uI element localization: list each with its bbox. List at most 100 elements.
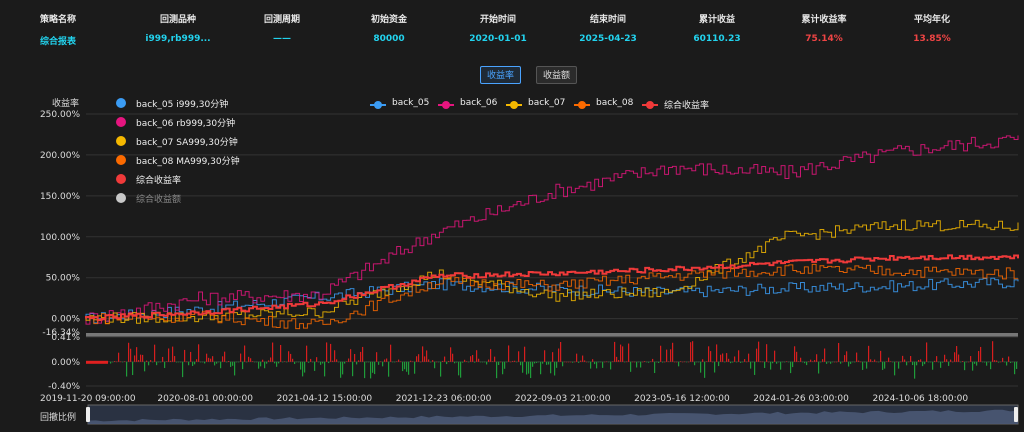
legend-item-0[interactable]: back_05 i999,30分钟 <box>116 96 336 110</box>
histogram-bar <box>806 361 808 366</box>
histogram-bar <box>742 361 744 363</box>
histogram-bar <box>850 361 852 364</box>
histogram-bar <box>594 361 596 365</box>
histogram-bar <box>140 354 142 362</box>
histogram-bar <box>870 359 872 362</box>
histogram-bar <box>684 361 686 363</box>
histogram-bar <box>288 351 290 362</box>
histogram-bar <box>332 360 334 362</box>
rate-tab-button[interactable]: 收益率 <box>480 66 522 84</box>
histogram-bar <box>960 361 962 363</box>
histogram-bar <box>686 361 688 363</box>
histogram-bar <box>466 361 468 362</box>
histogram-bar <box>474 361 476 363</box>
histogram-bar <box>544 350 546 362</box>
histogram-bar <box>404 361 406 370</box>
histogram-bar <box>844 355 846 362</box>
histogram-bar <box>1010 361 1012 363</box>
histogram-bar <box>320 361 322 365</box>
amount-tab-button[interactable]: 收益额 <box>536 66 578 84</box>
histogram-bar <box>434 361 436 369</box>
histogram-bar <box>652 358 654 362</box>
histogram-bar <box>660 345 662 362</box>
histogram-bar <box>400 361 402 363</box>
histogram-bar <box>886 361 888 363</box>
histogram-bar <box>914 361 916 379</box>
legend-label: back_05 <box>392 98 430 108</box>
histogram-bar <box>818 361 820 374</box>
histogram-bar <box>832 361 834 363</box>
histogram-bar <box>696 361 698 363</box>
histogram-bar <box>882 361 884 370</box>
histogram-bar <box>194 361 196 365</box>
histogram-bar <box>600 361 602 363</box>
histogram-bar <box>496 361 498 379</box>
histogram-bar <box>1008 356 1010 362</box>
histogram-bar <box>792 361 794 368</box>
stat-label: 回测品种 <box>159 15 196 25</box>
histogram-bar <box>274 361 276 364</box>
histogram-bar <box>562 361 564 367</box>
histogram-bar <box>840 361 842 364</box>
legend-dot-icon <box>116 174 126 184</box>
histogram-bar <box>290 353 292 362</box>
slider-right-handle[interactable] <box>1014 407 1018 422</box>
histogram-bar <box>768 361 770 363</box>
histogram-bar <box>484 361 486 363</box>
histogram-bar <box>952 361 954 363</box>
histogram-bar <box>746 361 748 363</box>
histogram-bar <box>460 361 462 378</box>
histogram-bar <box>370 361 372 379</box>
histogram-bar <box>760 361 762 363</box>
histogram-bar <box>350 349 352 362</box>
legend-item-4[interactable]: 综合收益率 <box>116 172 336 186</box>
histogram-bar <box>142 354 144 362</box>
histogram-bar <box>464 359 466 362</box>
histogram-bar <box>864 361 866 363</box>
histogram-bar <box>330 343 332 362</box>
histogram-bar <box>632 361 634 363</box>
histogram-bar <box>378 361 380 365</box>
histogram-bar <box>286 361 288 363</box>
histogram-bar <box>250 358 252 362</box>
histogram-bar <box>198 344 200 362</box>
histogram-bar <box>134 355 136 362</box>
histogram-bar <box>700 361 702 373</box>
histogram-bar <box>402 361 404 372</box>
histogram-bar <box>392 361 394 363</box>
histogram-bar <box>778 361 780 363</box>
histogram-bar <box>906 361 908 366</box>
legend-item-2[interactable]: back_07 SA999,30分钟 <box>116 134 336 148</box>
histogram-bar <box>364 361 366 379</box>
legend-item-5[interactable]: 综合收益额 <box>116 191 336 205</box>
legend-item-3[interactable]: back_08 MA999,30分钟 <box>116 153 336 167</box>
x-tick-label: 2023-05-16 12:00:00 <box>634 394 730 404</box>
histogram-bar <box>212 356 214 362</box>
histogram-bar <box>136 347 138 362</box>
legend-item-1[interactable]: back_06 rb999,30分钟 <box>116 115 336 129</box>
y-tick-label: 200.00% <box>40 151 80 161</box>
histogram-bar <box>784 361 786 363</box>
histogram-bar <box>734 356 736 362</box>
histogram-bar <box>418 354 420 362</box>
histogram-bar <box>880 350 882 362</box>
histogram-bar <box>992 341 994 362</box>
histogram-bar <box>540 361 542 375</box>
histogram-bar <box>110 361 112 364</box>
legend-label: back_07 <box>528 98 566 108</box>
slider-left-handle[interactable] <box>86 407 90 422</box>
histogram-bar <box>184 349 186 362</box>
histogram-bar <box>788 361 790 363</box>
histogram-bar <box>152 361 154 363</box>
histogram-bar <box>808 361 810 363</box>
histogram-bar <box>744 359 746 362</box>
histogram-bar <box>398 359 400 362</box>
legend-label: back_08 MA999,30分钟 <box>136 157 240 167</box>
histogram-bar <box>414 361 416 374</box>
histogram-bar <box>226 361 228 363</box>
histogram-bar <box>470 356 472 362</box>
histogram-bar <box>232 361 234 366</box>
legend-dot-icon <box>116 136 126 146</box>
sub-y-tick-label: -0.40% <box>48 382 80 392</box>
histogram-bar <box>348 358 350 362</box>
